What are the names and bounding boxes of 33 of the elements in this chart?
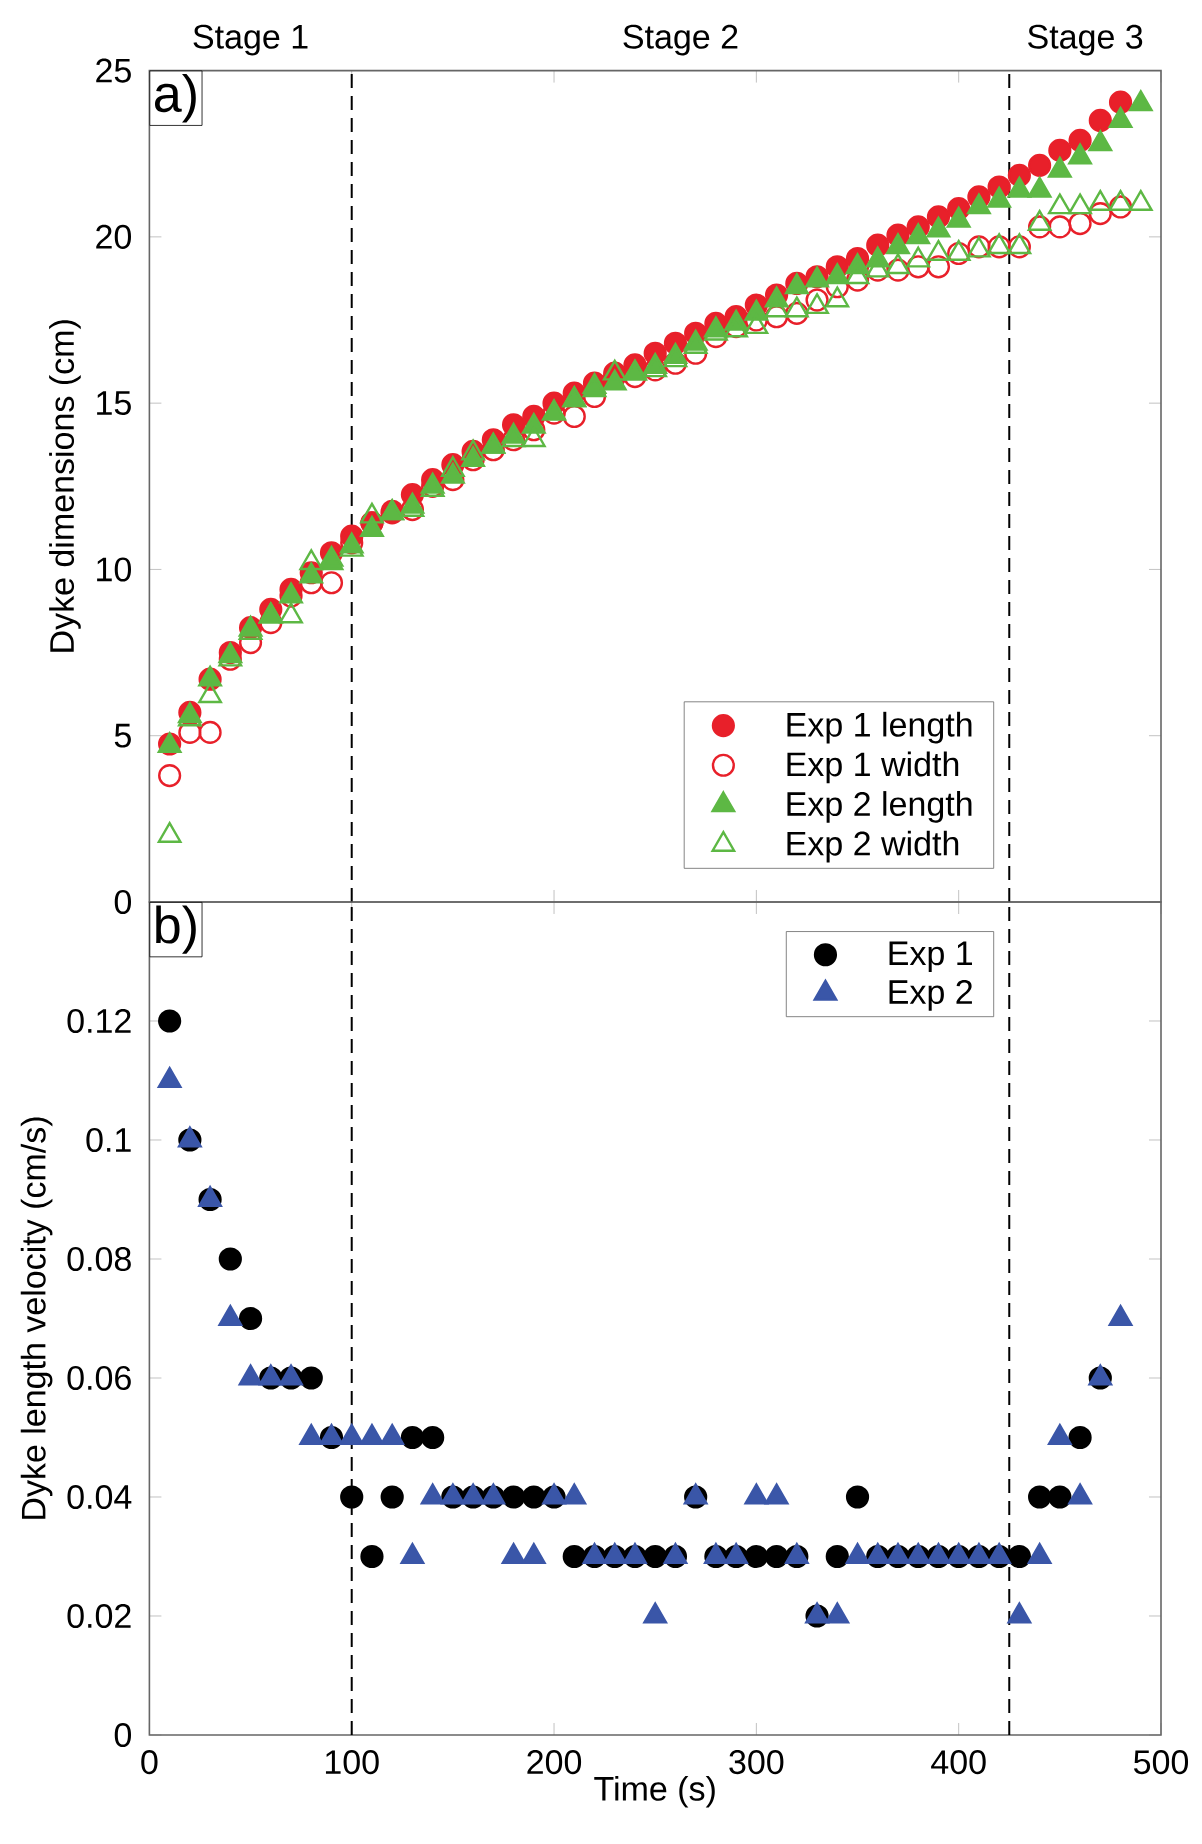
y-tick-label: 0.04	[67, 1484, 132, 1510]
x-tick-label: 500	[1133, 1750, 1189, 1775]
y-tick-label: 0.06	[67, 1365, 131, 1391]
y-tick-label: 20	[96, 224, 132, 249]
text: Stage 2	[623, 24, 738, 56]
y-axis-title: Dyke dimensions (cm)	[49, 320, 81, 652]
annotation: a)	[155, 74, 196, 123]
y-tick-label: 0.02	[67, 1603, 131, 1629]
annotation: b)	[156, 905, 196, 954]
x-tick-label: 200	[527, 1750, 582, 1775]
x-tick-label: 300	[729, 1750, 784, 1775]
y-tick-label: 15	[97, 391, 131, 416]
legend-label: Exp 2	[889, 979, 972, 1011]
y-tick-label: 5	[114, 723, 131, 748]
legend-label: Exp 2 length	[787, 791, 972, 823]
y-tick-label: 25	[96, 58, 131, 83]
legend-label: Exp 2 width	[787, 830, 959, 863]
y-tick-label: 0.08	[67, 1246, 131, 1272]
legend-label: Exp 1	[889, 941, 972, 973]
y-tick-label: 10	[97, 557, 132, 582]
y-tick-label: 0	[114, 1722, 132, 1748]
legend-label: Exp 1 width	[787, 751, 959, 784]
x-tick-label: 400	[931, 1750, 986, 1775]
y-tick-label: 0.12	[67, 1008, 131, 1034]
x-axis-title: Time (s)	[594, 1775, 715, 1808]
y-axis-title: Dyke length velocity (cm/s)	[20, 1117, 53, 1519]
text: Stage 1	[193, 24, 308, 56]
y-tick-label: 0.1	[86, 1127, 131, 1153]
x-tick-label: 100	[325, 1750, 379, 1775]
x-tick-label: 0	[141, 1750, 158, 1775]
text: Stage 3	[1028, 24, 1143, 56]
legend-label: Exp 1 length	[787, 711, 972, 744]
y-tick-label: 0	[114, 889, 132, 915]
